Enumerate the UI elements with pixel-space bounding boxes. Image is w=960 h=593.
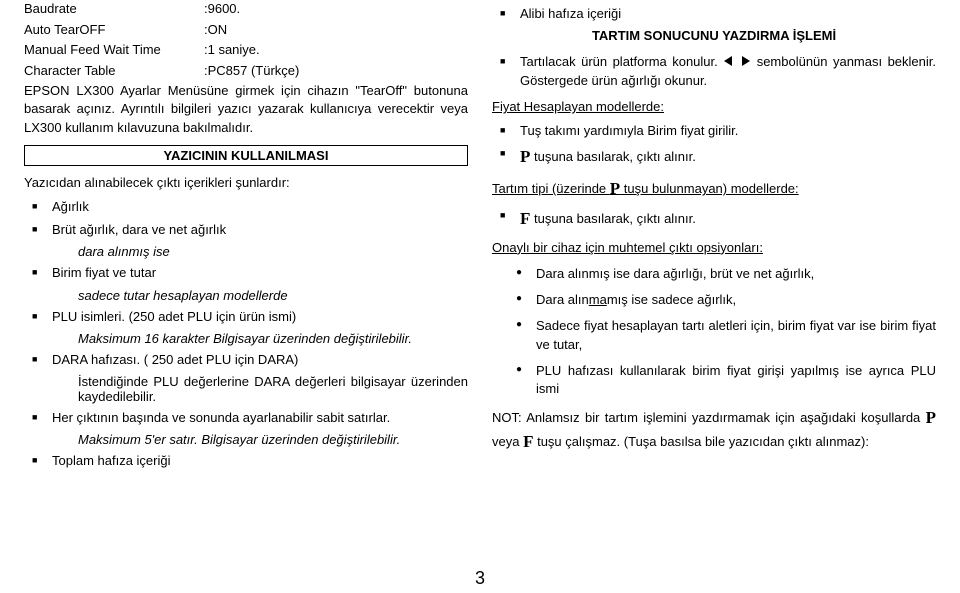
f-key-icon: F [520,209,530,228]
bullet-list: Tuş takımı yardımıyla Birim fiyat girili… [492,122,936,169]
setting-row: Baudrate :9600. [24,0,468,18]
section-heading-box: YAZICININ KULLANILMASI [24,145,468,166]
list-item: Birim fiyat ve tutar [24,264,468,282]
list-item: PLU hafızası kullanılarak birim fiyat gi… [492,362,936,398]
list-item: PLU isimleri. (250 adet PLU için ürün is… [24,308,468,326]
label: Auto TearOFF [24,21,204,39]
bullet-list: Alibi hafıza içeriği [492,5,936,23]
sub-note: Maksimum 5'er satır. Bilgisayar üzerinde… [78,432,468,447]
subheading: Tartım tipi (üzerinde P tuşu bulunmayan)… [492,177,936,201]
value: :9600. [204,0,240,18]
page-number: 3 [475,568,485,589]
list-item: Toplam hafıza içeriği [24,452,468,470]
list-item: Sadece fiyat hesaplayan tartı aletleri i… [492,317,936,353]
list-item: Dara alınmamış ise sadece ağırlık, [492,291,936,309]
text: Tartılacak ürün platforma konulur. [520,54,723,69]
label: Manual Feed Wait Time [24,41,204,59]
diamond-icon [723,54,751,72]
list-item: Tuş takımı yardımıyla Birim fiyat girili… [492,122,936,140]
list-item: DARA hafızası. ( 250 adet PLU için DARA) [24,351,468,369]
bullet-list: Birim fiyat ve tutar [24,264,468,282]
bullet-list: F tuşuna basılarak, çıktı alınır. [492,207,936,231]
bullet-list: Ağırlık Brüt ağırlık, dara ve net ağırlı… [24,198,468,239]
section-heading: TARTIM SONUCUNU YAZDIRMA İŞLEMİ [492,28,936,43]
bullet-list: Her çıktının başında ve sonunda ayarlana… [24,409,468,427]
value: :1 saniye. [204,41,260,59]
bullet-list: Toplam hafıza içeriği [24,452,468,470]
list-item: Ağırlık [24,198,468,216]
list-item: F tuşuna basılarak, çıktı alınır. [492,207,936,231]
value: :PC857 (Türkçe) [204,62,299,80]
subheading: Onaylı bir cihaz için muhtemel çıktı ops… [492,239,936,257]
setting-row: Auto TearOFF :ON [24,21,468,39]
label: Baudrate [24,0,204,18]
label: Character Table [24,62,204,80]
right-column: Alibi hafıza içeriği TARTIM SONUCUNU YAZ… [480,0,936,587]
sub-note: sadece tutar hesaplayan modellerde [78,288,468,303]
value: :ON [204,21,227,39]
list-item: Tartılacak ürün platforma konulur. sembo… [492,53,936,90]
disc-list: Dara alınmış ise dara ağırlığı, brüt ve … [492,265,936,398]
sub-note: Maksimum 16 karakter Bilgisayar üzerinde… [78,331,468,346]
list-item: Her çıktının başında ve sonunda ayarlana… [24,409,468,427]
bullet-list: Tartılacak ürün platforma konulur. sembo… [492,53,936,90]
setting-row: Character Table :PC857 (Türkçe) [24,62,468,80]
sub-note: dara alınmış ise [78,244,468,259]
left-column: Baudrate :9600. Auto TearOFF :ON Manual … [24,0,480,587]
bullet-list: PLU isimleri. (250 adet PLU için ürün is… [24,308,468,326]
sub-note: İstendiğinde PLU değerlerine DARA değerl… [78,374,468,404]
subheading: Fiyat Hesaplayan modellerde: [492,98,936,116]
intro-text: Yazıcıdan alınabilecek çıktı içerikleri … [24,174,468,192]
list-item: Brüt ağırlık, dara ve net ağırlık [24,221,468,239]
note-paragraph: NOT: Anlamsız bir tartım işlemini yazdır… [492,406,936,454]
setting-row: Manual Feed Wait Time :1 saniye. [24,41,468,59]
list-item: P tuşuna basılarak, çıktı alınır. [492,145,936,169]
bullet-list: DARA hafızası. ( 250 adet PLU için DARA) [24,351,468,369]
list-item: Alibi hafıza içeriği [492,5,936,23]
paragraph: EPSON LX300 Ayarlar Menüsüne girmek için… [24,82,468,137]
p-key-icon: P [520,147,530,166]
list-item: Dara alınmış ise dara ağırlığı, brüt ve … [492,265,936,283]
